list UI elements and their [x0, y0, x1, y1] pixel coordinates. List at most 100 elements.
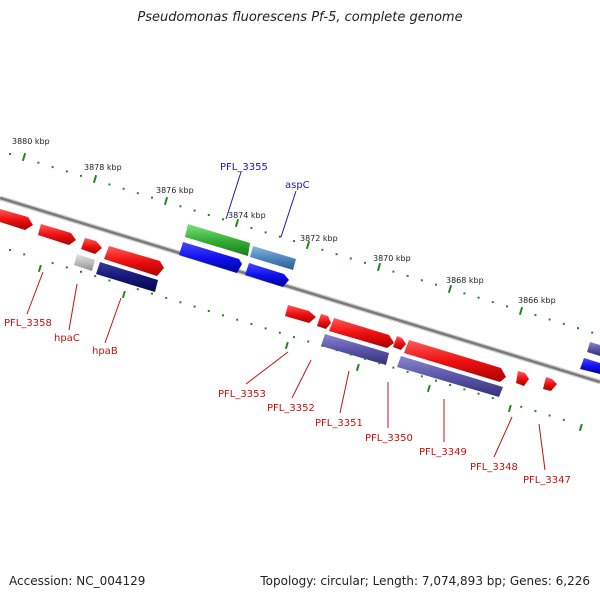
gene-label[interactable]: PFL_3350: [365, 433, 413, 444]
tick-minor: [278, 331, 281, 334]
tick-minor: [136, 288, 139, 291]
tick-minor: [207, 214, 210, 216]
gene-arrow[interactable]: [96, 262, 158, 292]
gene-arrow[interactable]: [587, 342, 600, 356]
tick-minor: [9, 153, 11, 155]
tick-minor: [136, 192, 139, 195]
tick-minor: [51, 262, 54, 265]
scale-label: 3878 kbp: [84, 163, 122, 172]
gene-arrow[interactable]: [516, 371, 529, 386]
tick-major: [163, 196, 169, 206]
tick-minor: [477, 296, 480, 299]
tick-minor: [406, 274, 409, 277]
tick-major: [284, 341, 289, 350]
tick-minor: [65, 266, 68, 269]
scale-label: 3868 kbp: [446, 276, 484, 285]
tick-major: [121, 290, 126, 299]
gene-arrow[interactable]: [0, 209, 33, 230]
gene-arrow[interactable]: [250, 246, 296, 270]
tick-major: [518, 306, 524, 316]
tick-minor: [250, 323, 253, 325]
tick-minor: [335, 349, 338, 352]
gene-arrow[interactable]: [285, 305, 316, 323]
gene-label[interactable]: hpaC: [54, 333, 80, 344]
genome-summary-text: Topology: circular; Length: 7,074,893 bp…: [260, 574, 590, 588]
scale-label: 3876 kbp: [156, 186, 194, 195]
tick-minor: [463, 292, 466, 295]
gene-label[interactable]: PFL_3351: [315, 418, 363, 429]
tick-minor: [37, 161, 40, 164]
tick-major: [305, 240, 311, 250]
tick-minor: [364, 261, 366, 264]
tick-minor: [520, 405, 523, 408]
gene-arrow[interactable]: [179, 242, 242, 273]
label-leaders: [26, 171, 546, 471]
tick-major: [234, 218, 240, 228]
gene-arrow[interactable]: [81, 238, 102, 254]
tick-minor: [307, 340, 310, 343]
tick-minor: [449, 384, 452, 386]
tick-minor: [151, 292, 153, 295]
scale-label: 3866 kbp: [518, 296, 556, 305]
gene-label[interactable]: PFL_3347: [523, 475, 571, 486]
genome-backbone: [0, 195, 600, 385]
gene-arrow[interactable]: [104, 246, 164, 276]
gene-arrow[interactable]: [185, 224, 250, 256]
tick-minor: [264, 231, 267, 234]
gene-labels: PFL_3358 hpaC hpaB PFL_3355 aspC PFL_335…: [4, 162, 571, 486]
gene-label[interactable]: PFL_3353: [218, 389, 266, 400]
tick-minor: [420, 375, 423, 378]
tick-minor: [562, 322, 565, 325]
gene-arrow[interactable]: [404, 340, 506, 382]
tick-minor: [207, 310, 210, 312]
gene-label[interactable]: PFL_3355: [220, 162, 268, 173]
tick-major: [376, 262, 382, 272]
scale-label: 3870 kbp: [373, 254, 411, 263]
tick-minor: [349, 257, 352, 260]
tick-minor: [392, 366, 395, 369]
map-title: Pseudomonas fluorescens Pf-5, complete g…: [137, 10, 463, 25]
tick-minor: [463, 388, 466, 391]
gene-label[interactable]: PFL_3349: [419, 447, 467, 458]
tick-major: [447, 284, 453, 294]
gene-label[interactable]: PFL_3358: [4, 318, 52, 329]
gene-arrow[interactable]: [580, 358, 600, 374]
gene-arrow[interactable]: [74, 254, 95, 271]
gene-arrow[interactable]: [245, 263, 289, 287]
tick-minor: [534, 314, 537, 317]
tick-minor: [548, 414, 551, 417]
gene-arrow[interactable]: [397, 356, 503, 397]
tick-minor: [122, 187, 125, 190]
tick-minor: [378, 362, 381, 365]
tick-minor: [491, 301, 494, 304]
tick-minor: [477, 392, 480, 395]
gene-arrow[interactable]: [38, 224, 76, 245]
tick-minor: [435, 283, 437, 286]
tick-minor: [193, 209, 196, 212]
tick-minor: [165, 296, 168, 299]
gene-label[interactable]: aspC: [285, 180, 310, 191]
tick-minor: [406, 370, 409, 373]
gene-arrow[interactable]: [329, 318, 394, 348]
tick-minor: [392, 270, 395, 273]
tick-minor: [193, 305, 196, 308]
scale-label: 3872 kbp: [300, 234, 338, 243]
gene-arrow[interactable]: [543, 377, 557, 391]
tick-minor: [364, 357, 366, 360]
gene-label[interactable]: PFL_3352: [267, 403, 315, 414]
gene-arrow[interactable]: [317, 314, 331, 329]
tick-minor: [349, 353, 352, 356]
gene-label[interactable]: PFL_3348: [470, 462, 518, 473]
tick-major: [92, 174, 98, 184]
tick-major: [507, 404, 512, 413]
gene-label[interactable]: hpaB: [92, 346, 118, 357]
tick-minor: [562, 418, 565, 421]
scale-label: 3880 kbp: [12, 137, 50, 146]
gene-arrow[interactable]: [321, 334, 389, 365]
scale-label: 3874 kbp: [228, 211, 266, 220]
accession-text: Accession: NC_004129: [9, 574, 146, 588]
tick-minor: [591, 331, 594, 334]
tick-minor: [293, 240, 295, 243]
gene-arrow[interactable]: [393, 336, 406, 350]
